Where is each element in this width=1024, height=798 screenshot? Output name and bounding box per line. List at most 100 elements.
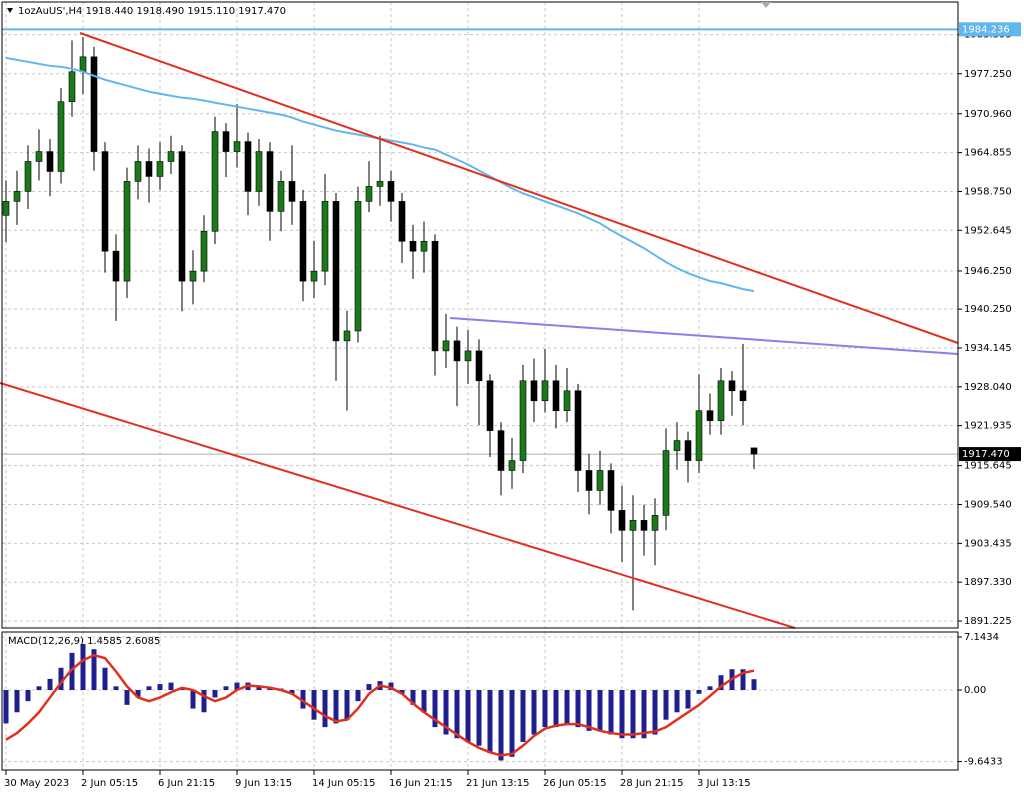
macd-bar <box>135 690 141 698</box>
candle-body <box>387 181 395 202</box>
macd-bar <box>58 667 64 691</box>
candle-body <box>244 141 252 192</box>
x-tick-label: 21 Jun 13:15 <box>466 778 530 789</box>
x-tick-label: 3 Jul 13:15 <box>697 778 751 789</box>
macd-bar <box>685 690 691 709</box>
candle-body <box>409 240 417 252</box>
y-tick-label: 1952.645 <box>964 225 1012 236</box>
candle-body <box>156 161 164 177</box>
x-tick-label: 9 Jun 13:15 <box>235 778 292 789</box>
y-tick-label: 1928.040 <box>964 382 1012 393</box>
macd-bar <box>69 652 75 691</box>
signal-value: 2.6085 <box>125 636 160 647</box>
y-tick-label: -9.6433 <box>964 757 1003 768</box>
candle-body <box>497 430 505 471</box>
macd-bar <box>707 686 713 691</box>
macd-bar <box>652 690 658 735</box>
macd-bar <box>157 684 163 691</box>
candle-body <box>629 520 637 531</box>
macd-bar <box>718 675 724 691</box>
candle-body <box>90 56 98 152</box>
y-tick-label: 1903.435 <box>964 538 1012 549</box>
candle-body <box>486 380 494 431</box>
macd-bar <box>190 690 196 709</box>
candle-body <box>464 350 472 362</box>
candle-body <box>398 201 406 242</box>
macd-bar <box>223 686 229 691</box>
header-text: 1918.490 <box>136 6 184 17</box>
x-tick-label: 26 Jun 05:15 <box>543 778 607 789</box>
trend-line <box>0 382 796 629</box>
main-frame <box>1 1 959 629</box>
macd-bar <box>674 690 680 713</box>
shift-marker[interactable] <box>761 2 771 8</box>
y-tick-label: 1909.540 <box>964 500 1012 511</box>
header-text: 1918.440 <box>86 6 134 17</box>
macd-bar <box>47 678 53 691</box>
candle-body <box>475 350 483 382</box>
macd-bar <box>201 690 207 713</box>
macd-bar <box>575 690 581 728</box>
macd-bar <box>542 690 548 728</box>
macd-bar <box>751 679 757 691</box>
macd-bar <box>410 690 416 705</box>
macd-bar <box>399 690 405 694</box>
macd-bar <box>234 682 240 691</box>
macd-bar <box>476 690 482 746</box>
header: 1ozAuUS',H4 1918.440 1918.490 1915.110 1… <box>18 6 286 17</box>
candle-body <box>46 151 54 172</box>
candle-body <box>123 181 131 282</box>
y-tick-label: 1934.145 <box>964 343 1012 354</box>
candle-body <box>684 440 692 461</box>
y-tick-label: 1897.330 <box>964 577 1012 588</box>
candle-body <box>310 270 318 282</box>
macd-bar <box>388 682 394 691</box>
macd-bar <box>608 690 614 735</box>
candle-body <box>2 201 10 216</box>
x-tick-label: 28 Jun 21:15 <box>620 778 684 789</box>
level-price-label: 1984.236 <box>962 24 1010 35</box>
x-tick-label: 2 Jun 05:15 <box>81 778 138 789</box>
candle-body <box>57 101 65 172</box>
y-tick-label: 1970.960 <box>964 109 1012 120</box>
candle-body <box>739 390 747 402</box>
macd-value: 1.4585 <box>87 636 122 647</box>
macd-bar <box>322 690 328 728</box>
x-tick-label: 30 May 2023 <box>4 778 69 789</box>
macd-frame <box>1 631 959 771</box>
candle-body <box>695 410 703 461</box>
macd-bar <box>663 690 669 720</box>
candle-body <box>112 250 120 282</box>
macd-bar <box>344 690 350 720</box>
header-text: 1917.470 <box>238 6 286 17</box>
macd-bar <box>443 690 449 735</box>
macd-bar <box>553 690 559 728</box>
macd-bar <box>113 686 119 691</box>
candle-body <box>596 470 604 491</box>
macd-bar <box>454 690 460 739</box>
candle-body <box>442 340 450 352</box>
y-tick-label: 0.00 <box>964 685 986 696</box>
y-tick-label: 1964.855 <box>964 148 1012 159</box>
menu-arrow[interactable] <box>7 8 13 13</box>
candle-body <box>420 240 428 252</box>
macd-bar <box>696 690 702 694</box>
candle-body <box>321 201 329 272</box>
macd-name: MACD(12,26,9) <box>8 636 84 647</box>
candle-body <box>728 380 736 392</box>
candle-body <box>376 181 384 187</box>
candle-body <box>585 470 593 491</box>
macd-bar <box>586 690 592 731</box>
x-tick-label: 14 Jun 05:15 <box>312 778 376 789</box>
level-price-box <box>959 22 1021 37</box>
candle-body <box>68 71 76 102</box>
macd-bar <box>421 690 427 713</box>
candle-body <box>706 410 714 421</box>
candle-body <box>717 380 725 421</box>
macd-bar <box>179 688 185 691</box>
macd-bar <box>465 690 471 742</box>
candle-body <box>552 380 560 411</box>
macd-bar <box>25 690 31 702</box>
header-text: 1915.110 <box>187 6 235 17</box>
trend-line <box>79 32 959 344</box>
